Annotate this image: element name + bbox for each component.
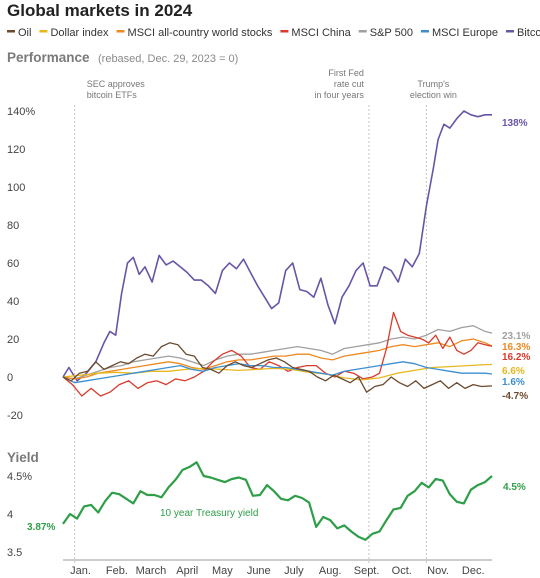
x-tick-may: May [212, 565, 233, 577]
legend-label-bitcoin: Bitcoin [517, 27, 540, 39]
legend-swatch-bitcoin [505, 30, 514, 33]
end-label-msci-europe: 1.6% [502, 377, 525, 388]
end-label-oil: -4.7% [502, 391, 528, 402]
yield-labels: 3.87% 4.5% [27, 482, 526, 533]
legend-swatch-msci-all-country-world-stocks [116, 30, 125, 33]
series-line-oil [62, 342, 493, 393]
perf-ytick-120: 120 [7, 144, 25, 156]
performance-heading: Performance (rebased, Dec. 29, 2023 = 0) [7, 49, 238, 66]
x-tick-oct: Oct. [392, 565, 412, 577]
end-label-msci-all-country-world-stocks: 16.3% [502, 342, 530, 353]
end-label-bitcoin: 138% [502, 118, 528, 129]
perf-ytick-40: 40 [7, 296, 19, 308]
series-line-msci-all-country-world-stocks [62, 338, 493, 380]
end-label-s-p-500: 23.1% [502, 331, 530, 342]
x-tick-nov: Nov. [427, 565, 449, 577]
yield-start-label: 3.87% [27, 522, 55, 533]
performance-lines [62, 110, 493, 397]
x-tick-sept: Sept. [354, 565, 380, 577]
yield-ytick-4-5: 4.5% [7, 471, 32, 483]
legend-label-oil: Oil [18, 27, 31, 39]
legend-swatch-oil [7, 30, 15, 33]
perf-ytick-100: 100 [7, 182, 25, 194]
x-tick-july: July [284, 565, 304, 577]
perf-ytick-20: 20 [7, 334, 19, 346]
series-line-bitcoin [62, 110, 492, 382]
annotation-text-3-2: election win [410, 90, 457, 100]
x-tick-dec: Dec. [462, 565, 485, 577]
legend-swatch-msci-europe [420, 30, 429, 33]
annotation-text-1-2: bitcoin ETFs [87, 90, 138, 100]
yield-series-label: 10 year Treasury yield [160, 508, 258, 519]
chart-title: Global markets in 2024 [7, 1, 193, 20]
series-line-dollar-index [62, 363, 493, 381]
yield-lines [62, 461, 493, 541]
x-axis: Jan. Feb. March April May June July Aug. Sept. Oc… [63, 559, 492, 577]
perf-ytick-20: -20 [7, 410, 23, 422]
legend-swatch-s-p-500 [358, 30, 367, 33]
legend-label-dollar-index: Dollar index [50, 27, 109, 39]
x-tick-april: April [176, 565, 198, 577]
yield-ytick-3-5: 3.5 [7, 547, 22, 559]
series-line-s-p-500 [62, 325, 493, 380]
x-tick-jan: Jan. [70, 565, 91, 577]
yield-y-axis: 3.5 4 4.5% [7, 471, 32, 559]
yield-ytick-4: 4 [7, 509, 13, 521]
x-tick-june: June [247, 565, 271, 577]
annotation-text-3-1: Trump's [417, 79, 449, 89]
series-line-10-year-treasury-yield [62, 461, 493, 541]
perf-ytick-80: 80 [7, 220, 19, 232]
perf-ytick-0: 0 [7, 372, 13, 384]
annotation-text-2-3: in four years [314, 90, 364, 100]
end-label-dollar-index: 6.6% [502, 366, 525, 377]
series-line-msci-europe [62, 361, 493, 384]
legend-label-msci-europe: MSCI Europe [432, 27, 498, 39]
performance-y-axis: -20 0 20 40 60 80 100 120 140% [7, 106, 35, 422]
perf-ytick-60: 60 [7, 258, 19, 270]
perf-ytick-140: 140% [7, 106, 35, 118]
x-tick-march: March [136, 565, 167, 577]
legend-swatch-msci-china [280, 30, 289, 33]
legend-label-s-p-500: S&P 500 [370, 27, 413, 39]
performance-end-labels: 138% 23.1%16.3%16.2% 6.6%1.6% -4.7% [502, 118, 530, 402]
series-line-msci-china [62, 311, 493, 397]
annotation-text-2-1: First Fed [328, 68, 364, 78]
annotation-text-2-2: rate cut [334, 79, 365, 89]
legend-swatch-dollar-index [39, 30, 48, 33]
x-tick-aug: Aug. [319, 565, 342, 577]
yield-heading: Yield [7, 450, 39, 465]
end-label-msci-china: 16.2% [502, 352, 530, 363]
yield-end-label: 4.5% [503, 482, 526, 493]
x-tick-feb: Feb. [106, 565, 128, 577]
legend-label-msci-all-country-world-stocks: MSCI all-country world stocks [128, 27, 273, 39]
annotation-text-1-1: SEC approves [87, 79, 146, 89]
legend: Oil Dollar index MSCI all-country world st… [7, 27, 540, 39]
legend-label-msci-china: MSCI China [291, 27, 351, 39]
